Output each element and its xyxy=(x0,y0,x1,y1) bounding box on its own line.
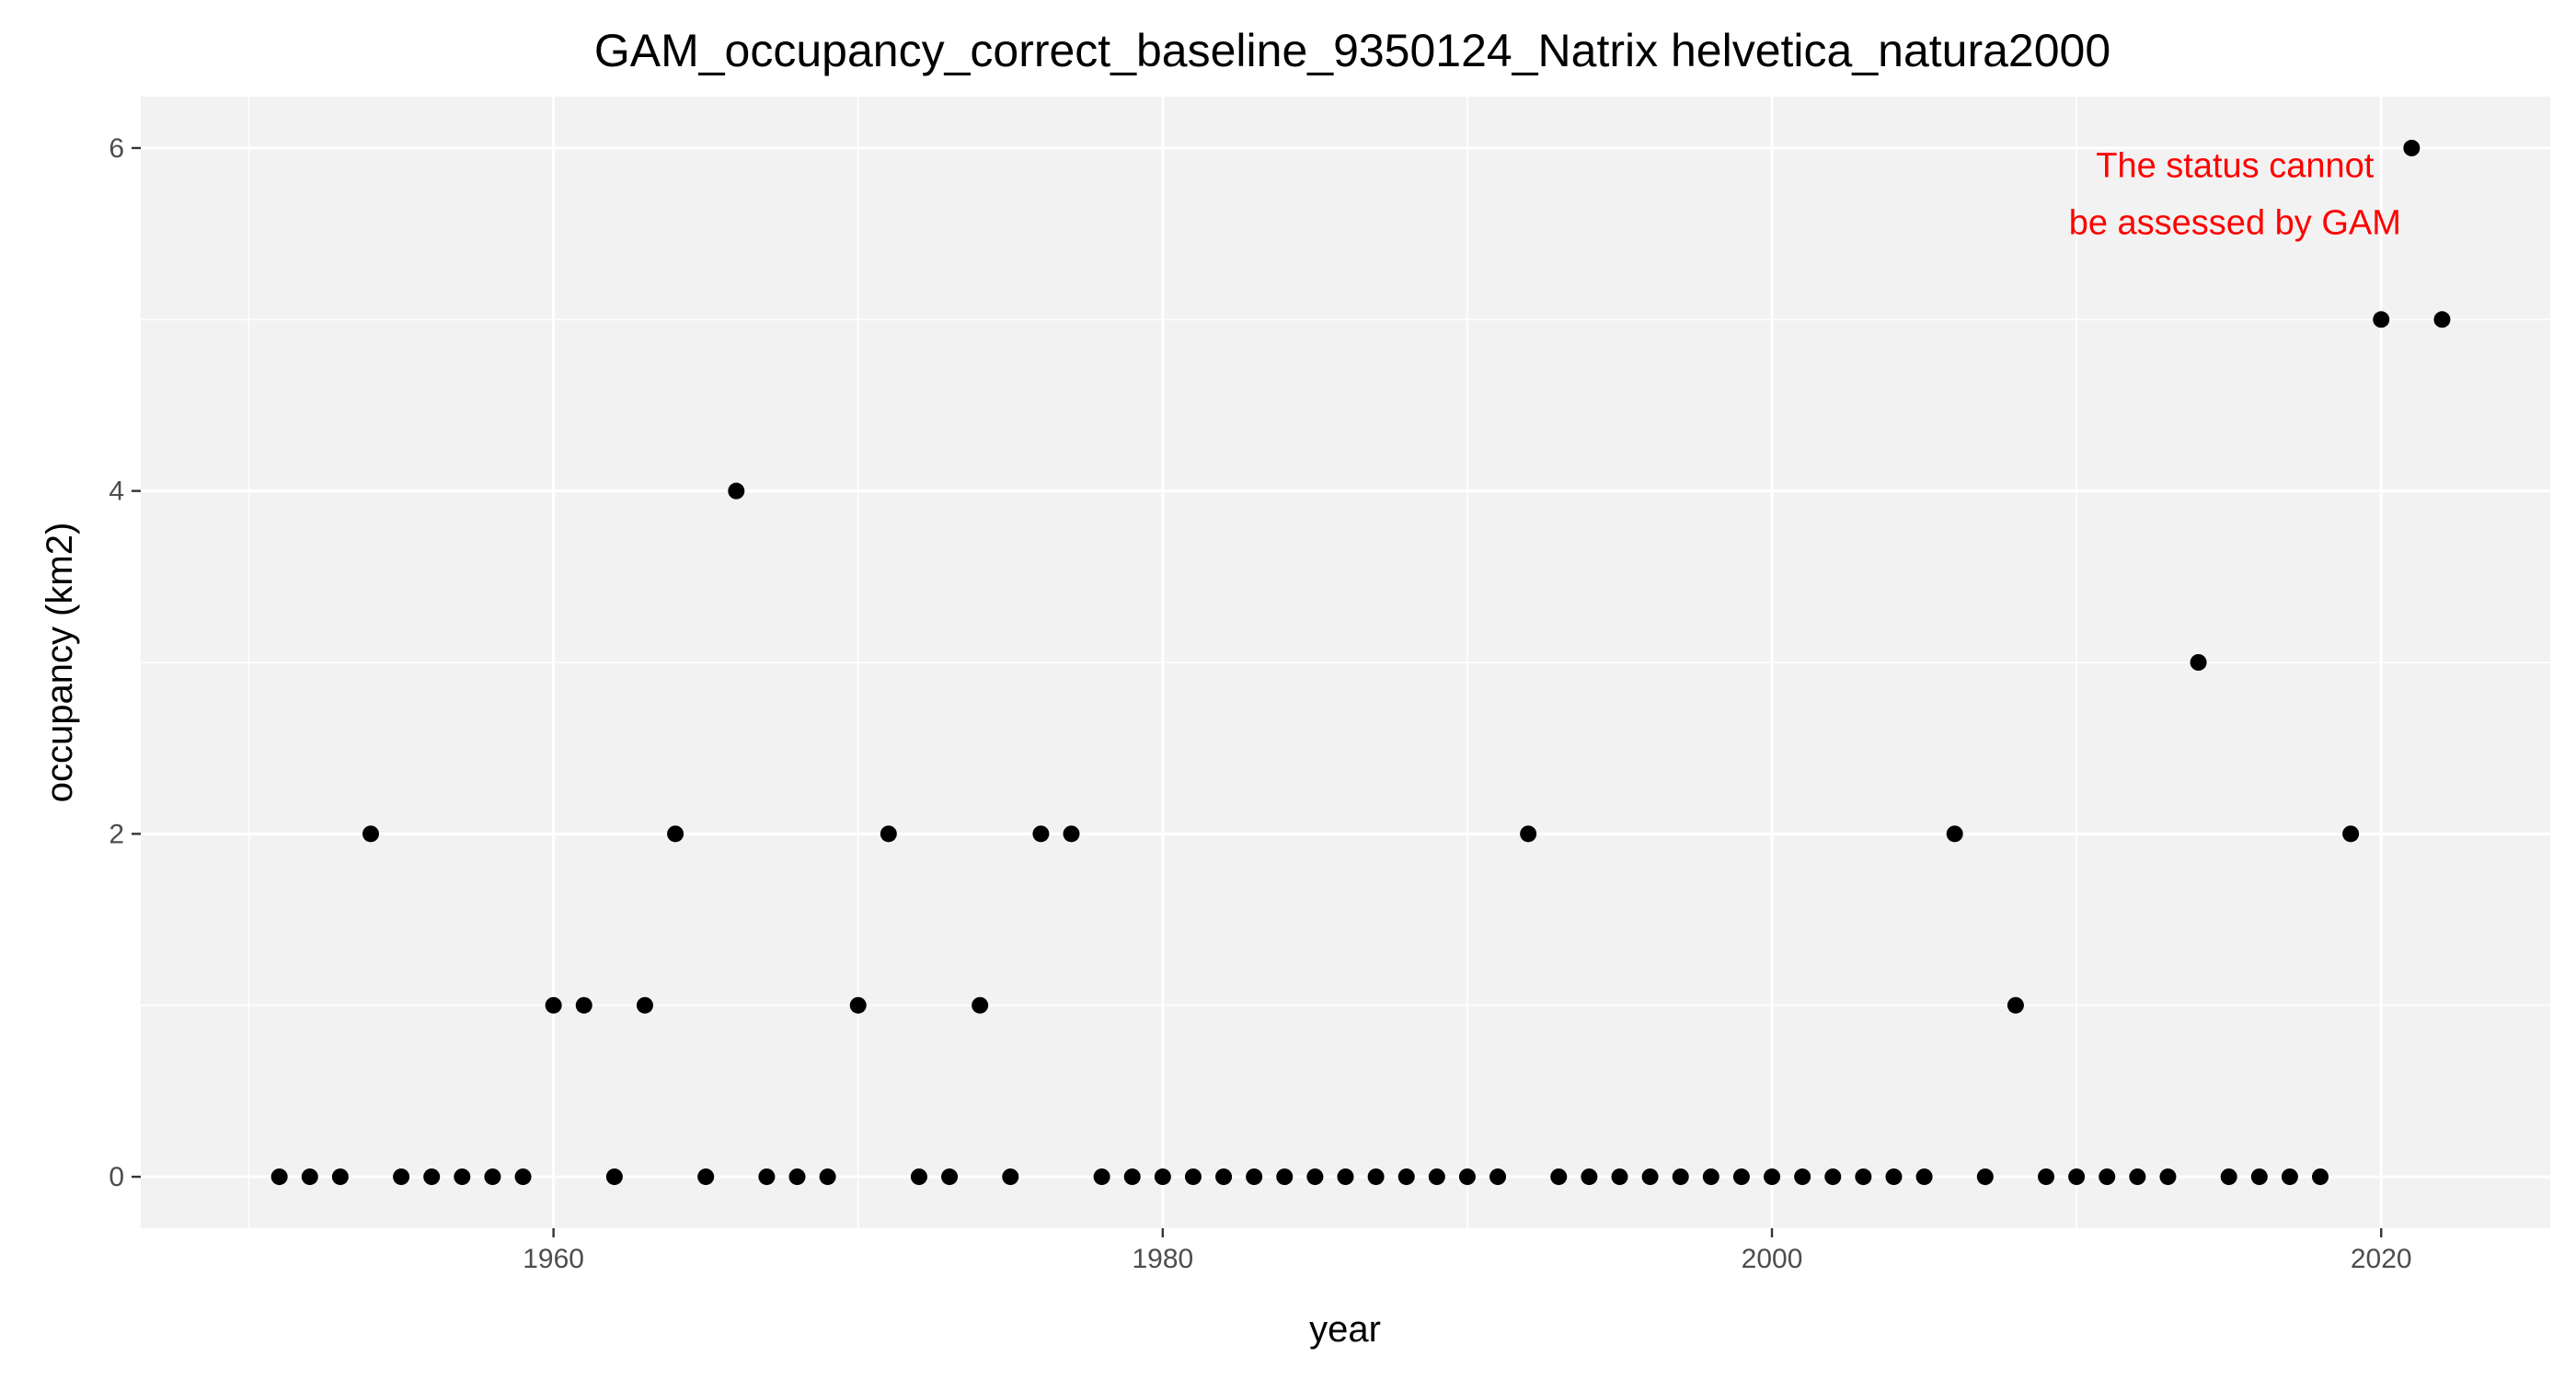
data-point xyxy=(1093,1168,1110,1186)
data-point xyxy=(1641,1168,1659,1186)
data-point xyxy=(636,996,653,1014)
data-point xyxy=(1915,1168,1933,1186)
data-point xyxy=(1489,1168,1507,1186)
x-axis-title: year xyxy=(1309,1309,1381,1350)
data-point xyxy=(2068,1168,2086,1186)
data-point xyxy=(575,996,592,1014)
data-point xyxy=(2281,1168,2298,1186)
data-point xyxy=(1946,825,1963,843)
data-point xyxy=(484,1168,501,1186)
x-tick-label: 1960 xyxy=(523,1244,584,1274)
data-point xyxy=(454,1168,471,1186)
y-tick-label: 4 xyxy=(109,477,124,507)
data-point xyxy=(2403,139,2421,156)
data-point xyxy=(1702,1168,1719,1186)
data-point xyxy=(1855,1168,1872,1186)
data-point xyxy=(880,825,897,843)
data-point xyxy=(331,1168,349,1186)
data-point xyxy=(1428,1168,1445,1186)
data-point xyxy=(1458,1168,1476,1186)
data-point xyxy=(1337,1168,1354,1186)
data-point xyxy=(1976,1168,1994,1186)
x-tick-label: 2020 xyxy=(2351,1244,2412,1274)
annotation-line: be assessed by GAM xyxy=(2069,204,2401,243)
data-point xyxy=(514,1168,532,1186)
data-point xyxy=(545,996,562,1014)
data-point xyxy=(2250,1168,2268,1186)
data-point xyxy=(2007,996,2024,1014)
chart-title: GAM_occupancy_correct_baseline_9350124_N… xyxy=(594,25,2110,76)
status-annotation: The status cannot be assessed by GAM xyxy=(2069,147,2401,243)
data-point xyxy=(1032,825,1050,843)
data-point xyxy=(2342,825,2360,843)
data-point xyxy=(605,1168,623,1186)
annotation-line: The status cannot xyxy=(2096,147,2375,186)
data-point xyxy=(1367,1168,1385,1186)
data-point xyxy=(972,996,989,1014)
data-point xyxy=(2220,1168,2237,1186)
data-point xyxy=(270,1168,288,1186)
data-point xyxy=(2099,1168,2116,1186)
data-point xyxy=(758,1168,776,1186)
data-point xyxy=(1732,1168,1750,1186)
data-point xyxy=(1794,1168,1811,1186)
y-axis-title: occupancy (km2) xyxy=(40,523,80,803)
data-point xyxy=(1002,1168,1019,1186)
data-point xyxy=(910,1168,927,1186)
data-point xyxy=(819,1168,836,1186)
data-point xyxy=(667,825,684,843)
data-point xyxy=(1123,1168,1141,1186)
data-point xyxy=(2129,1168,2146,1186)
data-point xyxy=(2038,1168,2055,1186)
plot-panel xyxy=(141,97,2550,1228)
data-point xyxy=(2159,1168,2177,1186)
x-tick-label: 1980 xyxy=(1132,1244,1193,1274)
data-point xyxy=(1215,1168,1233,1186)
data-point xyxy=(2312,1168,2329,1186)
data-point xyxy=(1764,1168,1781,1186)
data-point xyxy=(1672,1168,1689,1186)
data-point xyxy=(1397,1168,1415,1186)
y-tick-label: 2 xyxy=(109,819,124,849)
data-point xyxy=(1063,825,1080,843)
data-point xyxy=(849,996,867,1014)
x-tick-label: 2000 xyxy=(1742,1244,1803,1274)
data-point xyxy=(788,1168,806,1186)
data-point xyxy=(728,482,745,500)
data-point xyxy=(2190,654,2207,671)
data-point xyxy=(423,1168,441,1186)
data-point xyxy=(393,1168,410,1186)
axis-ticks: 1960 1980 2000 2020 0 2 4 6 xyxy=(109,133,2411,1274)
data-point xyxy=(1611,1168,1628,1186)
data-point xyxy=(1184,1168,1202,1186)
data-point xyxy=(1276,1168,1294,1186)
data-point xyxy=(1246,1168,1263,1186)
y-tick-label: 6 xyxy=(109,133,124,164)
data-point xyxy=(1581,1168,1598,1186)
data-point xyxy=(697,1168,715,1186)
data-point xyxy=(301,1168,318,1186)
data-point xyxy=(1824,1168,1842,1186)
data-points xyxy=(270,139,2451,1186)
data-point xyxy=(362,825,379,843)
data-point xyxy=(1154,1168,1171,1186)
data-point xyxy=(1306,1168,1324,1186)
data-point xyxy=(2373,311,2390,328)
data-point xyxy=(2433,311,2451,328)
data-point xyxy=(1885,1168,1903,1186)
data-point xyxy=(941,1168,959,1186)
y-tick-label: 0 xyxy=(109,1162,124,1192)
data-point xyxy=(1520,825,1537,843)
data-point xyxy=(1550,1168,1568,1186)
